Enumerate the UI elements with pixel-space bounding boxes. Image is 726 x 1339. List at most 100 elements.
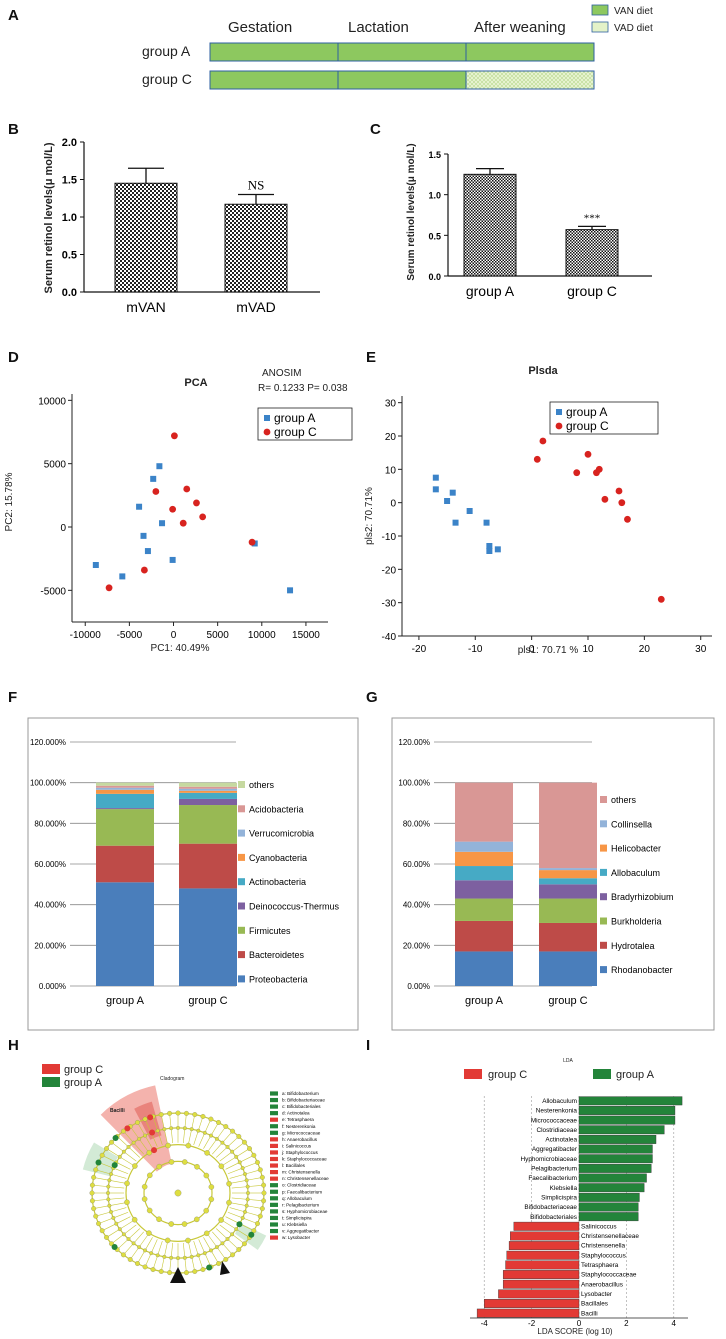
chart-b-category-label: mVAN bbox=[126, 299, 165, 315]
cladogram-node bbox=[196, 1253, 201, 1258]
cladogram-node bbox=[225, 1145, 230, 1149]
cladogram-branch bbox=[169, 1113, 172, 1129]
cladogram-node bbox=[246, 1191, 250, 1195]
chart-f-legend-label: Bacteroidetes bbox=[249, 950, 305, 960]
cladogram-node bbox=[104, 1146, 109, 1152]
chart-i-bar-salinicoccus bbox=[513, 1221, 580, 1231]
cladogram-branch bbox=[203, 1237, 212, 1251]
cladogram-branch bbox=[182, 1242, 186, 1258]
cladogram-branch bbox=[137, 1250, 146, 1264]
chart-d-legend-box bbox=[257, 407, 353, 441]
cladogram-branch bbox=[109, 1202, 126, 1206]
chart-e-legend-label: group C bbox=[566, 419, 609, 433]
legend-swatch-van bbox=[591, 4, 609, 16]
chart-f-segment-group-c-bacteroidetes bbox=[179, 843, 237, 889]
cladogram-branch bbox=[116, 1136, 129, 1148]
cladogram-node bbox=[223, 1124, 229, 1129]
chart-g-ytick-label: 100.00% bbox=[398, 779, 430, 788]
chart-i-bar-staphylococcaceae bbox=[502, 1270, 580, 1279]
cladogram-node bbox=[208, 1184, 215, 1190]
chart-e-point-group-c bbox=[584, 450, 592, 458]
cladogram-branch bbox=[110, 1207, 127, 1213]
chart-i-category-label: Staphylococcaceae bbox=[581, 1272, 637, 1279]
cladogram-node bbox=[158, 1268, 164, 1274]
chart-g-legend-swatch-helicobacter bbox=[600, 844, 607, 852]
cladogram-node bbox=[242, 1139, 247, 1145]
panel-label-h: H bbox=[8, 1037, 19, 1054]
cladogram-node bbox=[131, 1140, 136, 1145]
cladogram-node bbox=[194, 1216, 200, 1223]
chart-f-segment-group-c-deinococcus-thermus bbox=[179, 798, 237, 806]
chart-e-legend-marker-group-c bbox=[555, 422, 563, 430]
cladogram-branch bbox=[184, 1257, 187, 1273]
chart-e-title: Plsda bbox=[528, 365, 558, 377]
cladogram-branch bbox=[191, 1256, 196, 1272]
cladogram-node bbox=[104, 1234, 109, 1240]
chart-c-ytick-label: 0.5 bbox=[428, 231, 441, 241]
key-entry: b: Bifidobacteriaceae bbox=[282, 1098, 325, 1103]
phase-label-gestation: Gestation bbox=[228, 19, 292, 36]
key-entry: t: Simplicispira bbox=[282, 1215, 312, 1220]
chart-e-xtick-label: -10 bbox=[468, 644, 483, 655]
chart-d-ytick-label: 5000 bbox=[44, 460, 67, 471]
chart-c-bar-group-a bbox=[463, 173, 517, 277]
chart-f-legend-swatch-cyanobacteria bbox=[238, 853, 245, 861]
cladogram-node bbox=[162, 1127, 167, 1132]
cladogram-branch bbox=[227, 1238, 240, 1250]
cladogram-branch bbox=[188, 1242, 192, 1257]
chart-g-segment-group-a-allobaculum bbox=[455, 866, 513, 881]
cladogram-node bbox=[150, 1267, 156, 1272]
cladogram-node bbox=[216, 1261, 221, 1266]
chart-e-point-group-a bbox=[432, 474, 439, 481]
chart-i-bar-aggregatibacter bbox=[578, 1144, 653, 1154]
key-entry: l: Bacillales bbox=[282, 1163, 306, 1168]
chart-i-bar-klebsiella bbox=[578, 1183, 645, 1193]
cladogram-node bbox=[230, 1128, 236, 1134]
cladogram-branch bbox=[184, 1113, 187, 1129]
chart-g-legend-label: Collinsella bbox=[611, 819, 652, 829]
chart-i-bar-clostridiaceae bbox=[578, 1125, 665, 1135]
chart-e-point-group-a bbox=[483, 519, 490, 526]
chart-f-legend-label: Firmicutes bbox=[249, 926, 291, 936]
cladogram-node bbox=[147, 1172, 153, 1179]
chart-f-segment-group-a-verrucomicrobia bbox=[96, 787, 154, 790]
clade-label-bacilli: Bacilli bbox=[110, 1108, 125, 1114]
cladogram-branch bbox=[246, 1205, 263, 1209]
chart-b-ytick-label: 0.0 bbox=[62, 287, 77, 299]
chart-i-bar-faecalibacterium bbox=[578, 1173, 647, 1183]
cladogram-branch bbox=[170, 1128, 174, 1144]
cladogram-branch bbox=[204, 1253, 212, 1268]
cladogram-branch bbox=[123, 1224, 137, 1235]
chart-e-xtick-label: -20 bbox=[412, 644, 427, 655]
chart-i-category-label: Bacilli bbox=[581, 1310, 598, 1317]
cladogram-branch bbox=[113, 1211, 129, 1219]
cladogram-node bbox=[106, 1184, 111, 1189]
cladogram-branch bbox=[144, 1135, 153, 1149]
chart-i-legend-swatch-group-c bbox=[464, 1069, 482, 1079]
chart-g-segment-group-c-allobaculum bbox=[539, 878, 597, 885]
chart-i-bar-allobaculum bbox=[578, 1096, 683, 1106]
cladogram-significant-node-7 bbox=[248, 1231, 255, 1238]
chart-f-legend-swatch-others bbox=[238, 781, 245, 788]
chart-f-segment-group-c-verrucomicrobia bbox=[179, 788, 237, 791]
cladogram-node bbox=[109, 1209, 113, 1214]
cladogram-branch bbox=[98, 1217, 114, 1224]
chart-g-segment-group-c-helicobacter bbox=[539, 870, 597, 879]
cladogram-node bbox=[107, 1203, 112, 1208]
cladogram-node bbox=[255, 1221, 260, 1227]
chart-f-segment-group-c-acidobacteria bbox=[179, 786, 237, 789]
panel-label-f: F bbox=[8, 689, 17, 706]
cladogram-node bbox=[237, 1160, 242, 1165]
cladogram-branch bbox=[116, 1238, 129, 1250]
chart-i-category-label: Simplicispira bbox=[541, 1194, 577, 1201]
chart-d-point-group-c bbox=[171, 432, 178, 440]
chart-f-ytick-label: 120.000% bbox=[30, 738, 66, 747]
diet-segment-group-c-3 bbox=[465, 70, 595, 90]
cladogram-branch bbox=[231, 1186, 248, 1189]
chart-g-legend-label: Allobaculum bbox=[611, 868, 660, 878]
chart-d-point-group-a bbox=[140, 532, 147, 539]
cladogram-branch bbox=[227, 1211, 243, 1219]
chart-i-bar-christensenella bbox=[508, 1241, 580, 1251]
chart-b-category-label: mVAD bbox=[236, 299, 275, 315]
chart-g-legend-label: others bbox=[611, 795, 637, 805]
